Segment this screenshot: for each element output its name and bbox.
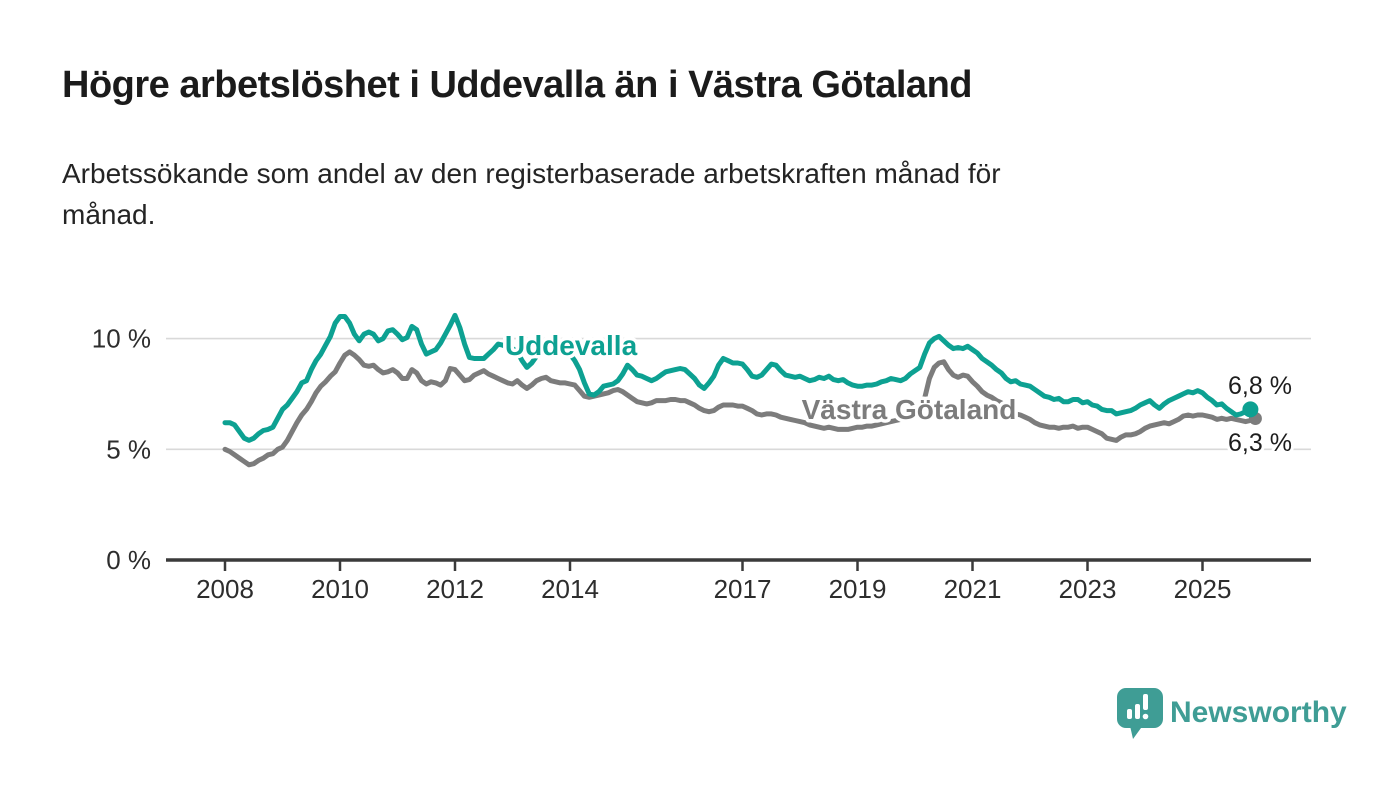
page-subtitle: Arbetssökande som andel av den registerb… [62, 158, 1001, 230]
end-dot-uddevalla [1242, 401, 1259, 418]
series-lines [222, 312, 1262, 468]
x-tick-label: 2017 [714, 574, 772, 604]
y-tick-label: 10 % [92, 324, 151, 354]
y-tick-label: 5 % [106, 434, 151, 464]
x-tick-label: 2025 [1174, 574, 1232, 604]
x-axis-ticks: 2008 2010 2012 2014 2017 2019 2021 2023 2025 [196, 560, 1231, 604]
x-tick-label: 2010 [311, 574, 369, 604]
series-line-vastra-gotaland [222, 349, 1253, 468]
y-tick-label: 0 % [106, 545, 151, 575]
x-tick-label: 2019 [829, 574, 887, 604]
bar-chart-icon [1135, 704, 1140, 719]
end-value-label-vastra-gotaland: 6,3 % [1228, 429, 1292, 457]
x-tick-label: 2023 [1059, 574, 1117, 604]
series-line-uddevalla [222, 312, 1253, 443]
series-label-uddevalla: Uddevalla [505, 330, 638, 361]
newsworthy-logo: Newsworthy [1117, 688, 1347, 739]
x-tick-label: 2014 [541, 574, 599, 604]
exclamation-icon [1143, 694, 1148, 710]
x-tick-label: 2021 [944, 574, 1002, 604]
newsworthy-wordmark: Newsworthy [1170, 696, 1347, 729]
bar-chart-icon [1127, 709, 1132, 719]
page-title: Högre arbetslöshet i Uddevalla än i Väst… [62, 64, 973, 106]
x-tick-label: 2012 [426, 574, 484, 604]
end-value-label-uddevalla: 6,8 % [1228, 372, 1292, 400]
y-axis-labels: 0 % 5 % 10 % [92, 324, 151, 575]
series-label-vastra-gotaland: Västra Götaland [802, 394, 1017, 425]
newsworthy-logo-icon [1117, 688, 1163, 739]
exclamation-dot-icon [1142, 713, 1149, 720]
x-tick-label: 2008 [196, 574, 254, 604]
